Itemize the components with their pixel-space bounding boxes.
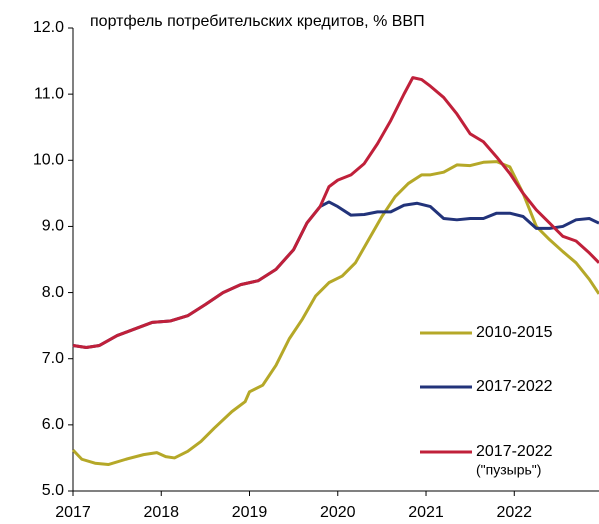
x-tick-label: 2022 bbox=[496, 504, 532, 521]
legend-note: ("пузырь") bbox=[476, 462, 541, 478]
legend-label: 2010-2015 bbox=[476, 324, 553, 341]
series-line bbox=[72, 76, 599, 349]
y-tick-label: 7.0 bbox=[42, 350, 64, 367]
y-tick-label: 8.0 bbox=[42, 284, 64, 301]
x-tick-label: 2020 bbox=[320, 504, 356, 521]
y-tick-label: 9.0 bbox=[42, 218, 64, 235]
legend-label: 2017-2022 bbox=[476, 443, 553, 460]
x-tick-label: 2021 bbox=[408, 504, 444, 521]
series-line bbox=[71, 160, 599, 467]
y-tick-label: 6.0 bbox=[42, 416, 64, 433]
y-tick-label: 11.0 bbox=[34, 85, 64, 102]
x-tick-label: 2019 bbox=[232, 504, 268, 521]
x-tick-label: 2018 bbox=[143, 504, 179, 521]
y-tick-label: 10.0 bbox=[33, 152, 64, 169]
chart-title: портфель потребительских кредитов, % ВВП bbox=[90, 13, 425, 30]
x-tick-label: 2017 bbox=[55, 504, 91, 521]
legend-label: 2017-2022 bbox=[476, 378, 553, 395]
y-tick-label: 5.0 bbox=[42, 482, 64, 499]
y-tick-label: 12.0 bbox=[33, 19, 64, 36]
